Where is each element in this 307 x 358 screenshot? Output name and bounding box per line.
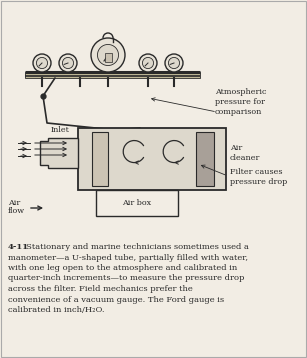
Circle shape bbox=[165, 54, 183, 72]
FancyBboxPatch shape bbox=[92, 132, 108, 186]
Circle shape bbox=[91, 38, 125, 72]
Text: Air
cleaner: Air cleaner bbox=[230, 144, 260, 162]
Text: convenience of a vacuum gauge. The Ford gauge is: convenience of a vacuum gauge. The Ford … bbox=[8, 295, 224, 304]
FancyBboxPatch shape bbox=[25, 72, 200, 78]
Text: manometer—a U-shaped tube, partially filled with water,: manometer—a U-shaped tube, partially fil… bbox=[8, 253, 248, 261]
Text: Stationary and marine technicians sometimes used a: Stationary and marine technicians someti… bbox=[26, 243, 249, 251]
Text: Air box: Air box bbox=[122, 199, 152, 207]
Circle shape bbox=[139, 54, 157, 72]
Circle shape bbox=[33, 54, 51, 72]
Polygon shape bbox=[40, 138, 78, 168]
Text: calibrated in inch/H₂O.: calibrated in inch/H₂O. bbox=[8, 306, 104, 314]
Circle shape bbox=[142, 57, 154, 69]
Circle shape bbox=[37, 57, 48, 69]
Text: quarter-inch increments—to measure the pressure drop: quarter-inch increments—to measure the p… bbox=[8, 275, 244, 282]
Text: Filter causes
pressure drop: Filter causes pressure drop bbox=[230, 168, 287, 186]
Text: 4-11: 4-11 bbox=[8, 243, 29, 251]
FancyBboxPatch shape bbox=[104, 53, 111, 62]
Circle shape bbox=[97, 44, 119, 66]
Text: with one leg open to the atmosphere and calibrated in: with one leg open to the atmosphere and … bbox=[8, 264, 237, 272]
Text: Atmospheric
pressure for
comparison: Atmospheric pressure for comparison bbox=[215, 88, 266, 116]
Text: Inlet: Inlet bbox=[51, 126, 69, 134]
Text: across the filter. Field mechanics prefer the: across the filter. Field mechanics prefe… bbox=[8, 285, 193, 293]
Circle shape bbox=[169, 57, 180, 69]
FancyBboxPatch shape bbox=[196, 132, 214, 186]
Circle shape bbox=[59, 54, 77, 72]
FancyBboxPatch shape bbox=[96, 190, 178, 216]
Circle shape bbox=[62, 57, 74, 69]
Text: Air: Air bbox=[8, 199, 20, 207]
Text: flow: flow bbox=[8, 207, 25, 215]
FancyBboxPatch shape bbox=[78, 128, 226, 190]
